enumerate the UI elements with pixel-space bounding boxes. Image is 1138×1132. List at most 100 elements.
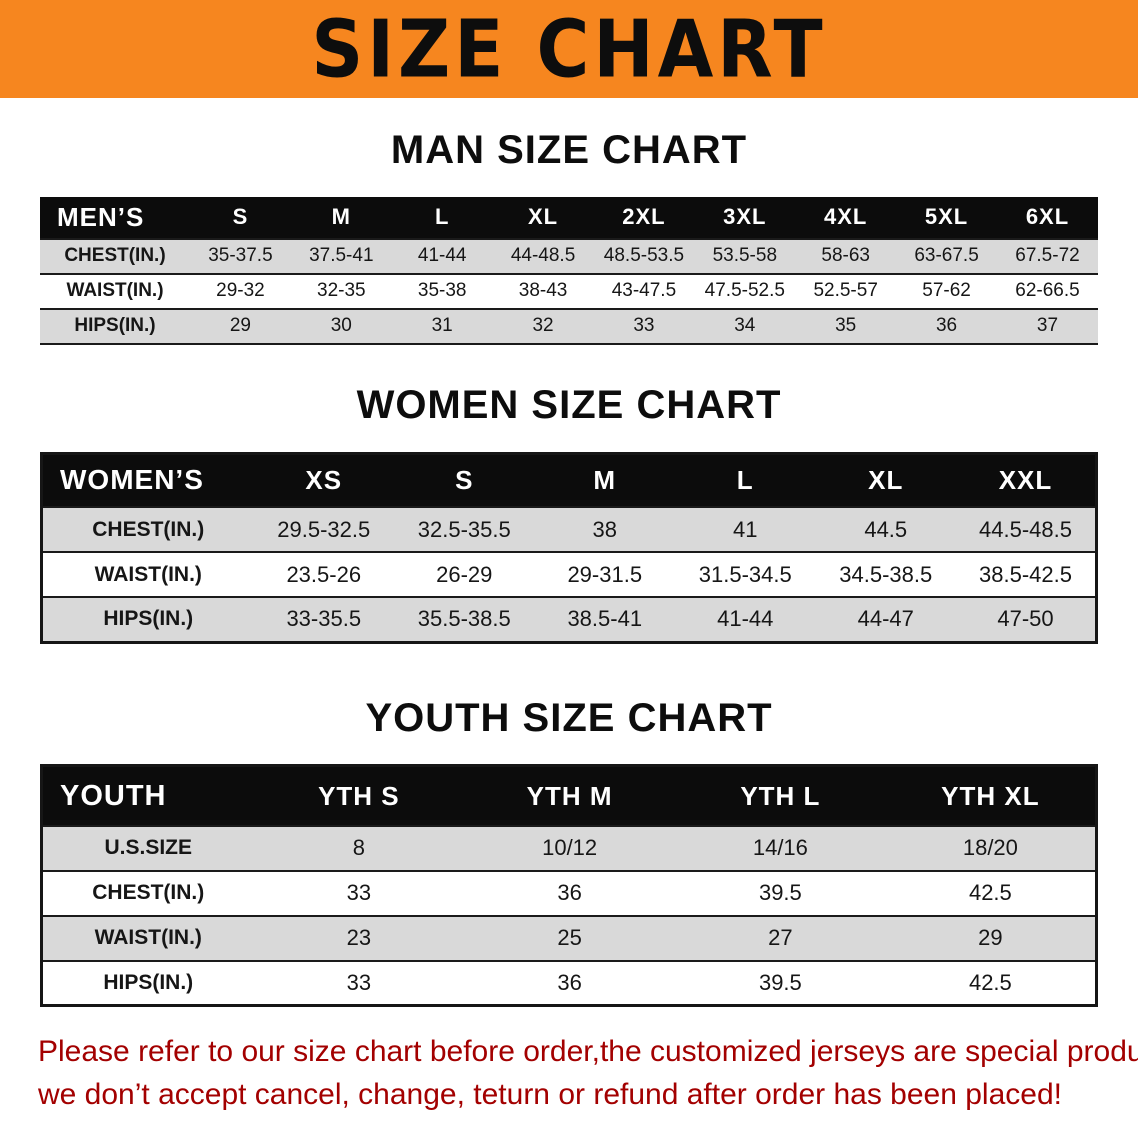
value-cell: 37 — [997, 307, 1098, 345]
value-cell: 38-43 — [492, 272, 594, 309]
size-header-cell: 2XL — [593, 196, 695, 239]
row-label-cell: CHEST(IN.) — [41, 869, 254, 916]
disclaimer-line-1: Please refer to our size chart before or… — [38, 1035, 1138, 1069]
value-cell: 34.5-38.5 — [815, 551, 956, 598]
value-cell: 29 — [885, 914, 1097, 961]
table-header-row: MEN’S S M L XL 2XL 3XL 4XL 5XL 6XL — [40, 196, 1098, 239]
size-header-cell: M — [290, 196, 392, 239]
value-cell: 38.5-41 — [534, 596, 675, 644]
value-cell: 23 — [253, 914, 465, 961]
value-cell: 33 — [593, 307, 695, 345]
value-cell: 62-66.5 — [997, 272, 1098, 309]
value-cell: 33-35.5 — [253, 596, 394, 644]
size-header-cell: YTH M — [464, 765, 675, 826]
size-header-cell: YTH S — [253, 765, 465, 826]
table-title-cell: WOMEN’S — [41, 453, 254, 508]
table-header-row: YOUTH YTH S YTH M YTH L YTH XL — [41, 765, 1097, 826]
value-cell: 23.5-26 — [253, 551, 394, 598]
value-cell: 58-63 — [795, 237, 897, 274]
table-row: HIPS(IN.) 33-35.5 35.5-38.5 38.5-41 41-44 44-… — [41, 596, 1097, 644]
banner: SIZE CHART — [0, 0, 1138, 98]
value-cell: 31.5-34.5 — [675, 551, 816, 598]
value-cell: 38 — [534, 506, 675, 553]
value-cell: 33 — [253, 869, 465, 916]
page-title: SIZE CHART — [311, 2, 827, 96]
women-heading: WOMEN SIZE CHART — [356, 382, 782, 427]
size-header-cell: M — [534, 453, 675, 508]
value-cell: 32-35 — [290, 272, 392, 309]
table-title-cell: YOUTH — [41, 765, 254, 826]
size-header-cell: 5XL — [896, 196, 997, 239]
value-cell: 33 — [253, 959, 465, 1007]
value-cell: 36 — [464, 869, 675, 916]
value-cell: 41-44 — [391, 237, 493, 274]
value-cell: 47-50 — [956, 596, 1097, 644]
disclaimer: Please refer to our size chart before or… — [38, 1031, 1138, 1116]
table-row: U.S.SIZE 8 10/12 14/16 18/20 — [41, 824, 1097, 871]
size-header-cell: XL — [815, 453, 956, 508]
value-cell: 36 — [896, 307, 997, 345]
men-section: MAN SIZE CHART MEN’S S M L XL 2XL 3XL 4XL 5XL 6XL… — [0, 128, 1138, 345]
value-cell: 36 — [464, 959, 675, 1007]
value-cell: 29-31.5 — [534, 551, 675, 598]
value-cell: 30 — [290, 307, 392, 345]
value-cell: 29.5-32.5 — [253, 506, 394, 553]
women-section: WOMEN SIZE CHART WOMEN’S XS S M L XL XXL CHEST(… — [0, 383, 1138, 644]
size-header-cell: S — [190, 196, 291, 239]
value-cell: 35-37.5 — [190, 237, 291, 274]
value-cell: 29-32 — [190, 272, 291, 309]
table-row: WAIST(IN.) 23 25 27 29 — [41, 914, 1097, 961]
value-cell: 29 — [190, 307, 291, 345]
size-header-cell: S — [394, 453, 535, 508]
row-label-cell: WAIST(IN.) — [40, 272, 190, 309]
value-cell: 31 — [391, 307, 493, 345]
row-label-cell: WAIST(IN.) — [41, 551, 254, 598]
row-label-cell: WAIST(IN.) — [41, 914, 254, 961]
value-cell: 38.5-42.5 — [956, 551, 1097, 598]
row-label-cell: HIPS(IN.) — [40, 307, 190, 345]
table-row: CHEST(IN.) 35-37.5 37.5-41 41-44 44-48.5 48.5… — [40, 237, 1098, 274]
value-cell: 63-67.5 — [896, 237, 997, 274]
men-heading: MAN SIZE CHART — [390, 128, 748, 172]
value-cell: 39.5 — [675, 959, 886, 1007]
row-label-cell: U.S.SIZE — [41, 824, 254, 871]
table-row: HIPS(IN.) 29 30 31 32 33 34 35 36 37 — [40, 307, 1098, 345]
value-cell: 41 — [675, 506, 816, 553]
men-size-table: MEN’S S M L XL 2XL 3XL 4XL 5XL 6XL CHEST(IN.) 35-37… — [40, 196, 1098, 345]
row-label-cell: HIPS(IN.) — [41, 596, 254, 644]
row-label-cell: CHEST(IN.) — [40, 237, 190, 274]
size-header-cell: XS — [253, 453, 394, 508]
value-cell: 44.5 — [815, 506, 956, 553]
value-cell: 47.5-52.5 — [694, 272, 796, 309]
value-cell: 34 — [694, 307, 796, 345]
value-cell: 32.5-35.5 — [394, 506, 535, 553]
table-header-row: WOMEN’S XS S M L XL XXL — [41, 453, 1097, 508]
value-cell: 67.5-72 — [997, 237, 1098, 274]
size-header-cell: YTH XL — [885, 765, 1097, 826]
value-cell: 42.5 — [885, 959, 1097, 1007]
value-cell: 32 — [492, 307, 594, 345]
row-label-cell: HIPS(IN.) — [41, 959, 254, 1007]
size-header-cell: YTH L — [675, 765, 886, 826]
size-header-cell: XL — [492, 196, 594, 239]
value-cell: 48.5-53.5 — [593, 237, 695, 274]
table-row: WAIST(IN.) 29-32 32-35 35-38 38-43 43-47.5 47.… — [40, 272, 1098, 309]
value-cell: 37.5-41 — [290, 237, 392, 274]
value-cell: 35-38 — [391, 272, 493, 309]
size-header-cell: L — [391, 196, 493, 239]
value-cell: 26-29 — [394, 551, 535, 598]
table-title-cell: MEN’S — [40, 196, 190, 239]
size-header-cell: XXL — [956, 453, 1097, 508]
value-cell: 44-48.5 — [492, 237, 594, 274]
table-row: HIPS(IN.) 33 36 39.5 42.5 — [41, 959, 1097, 1007]
value-cell: 57-62 — [896, 272, 997, 309]
value-cell: 42.5 — [885, 869, 1097, 916]
size-header-cell: 4XL — [795, 196, 897, 239]
value-cell: 41-44 — [675, 596, 816, 644]
women-size-table: WOMEN’S XS S M L XL XXL CHEST(IN.) 29.5-32.5 32.5… — [40, 451, 1098, 644]
youth-heading: YOUTH SIZE CHART — [365, 695, 773, 740]
youth-size-table: YOUTH YTH S YTH M YTH L YTH XL U.S.SIZE 8 10/12… — [40, 764, 1098, 1008]
value-cell: 14/16 — [675, 824, 886, 871]
value-cell: 18/20 — [885, 824, 1097, 871]
